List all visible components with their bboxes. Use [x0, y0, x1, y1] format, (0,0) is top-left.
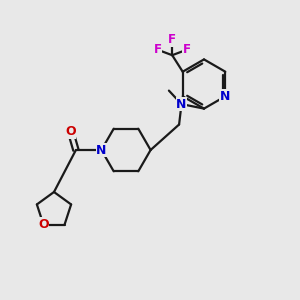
- Text: F: F: [183, 43, 190, 56]
- Text: O: O: [38, 218, 49, 231]
- Text: N: N: [176, 98, 187, 111]
- Text: N: N: [96, 143, 106, 157]
- Text: O: O: [65, 125, 76, 138]
- Text: N: N: [220, 90, 230, 103]
- Text: F: F: [168, 33, 176, 46]
- Text: F: F: [154, 43, 162, 56]
